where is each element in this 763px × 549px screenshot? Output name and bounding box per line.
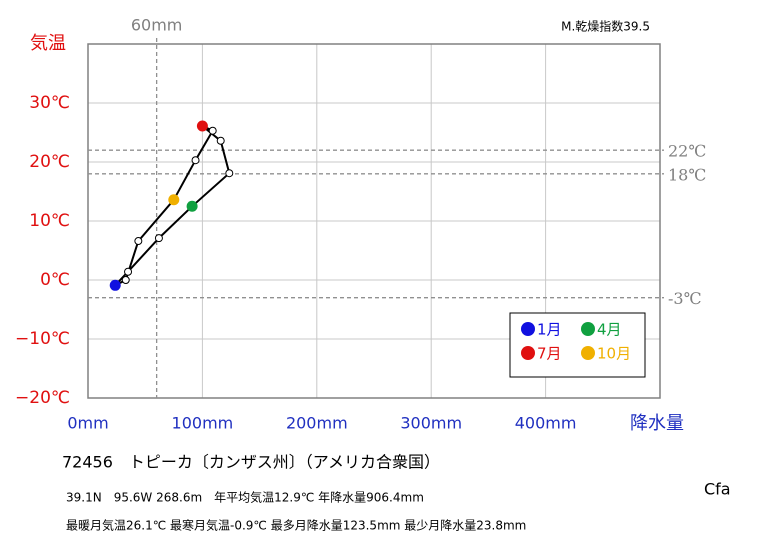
y-tick-label: 10℃ xyxy=(29,211,70,231)
y-tick-label: 0℃ xyxy=(40,270,70,290)
month-point xyxy=(191,156,200,165)
x-tick-label: 300mm xyxy=(400,414,462,433)
y-tick-label: −20℃ xyxy=(15,388,70,408)
y-axis-label: 気温 xyxy=(30,33,66,54)
legend-label: 7月 xyxy=(537,345,562,363)
y-tick-label: −10℃ xyxy=(15,329,70,349)
x-tick-label: 100mm xyxy=(172,414,234,433)
reference-label: 60mm xyxy=(131,16,183,35)
legend-label: 10月 xyxy=(597,345,631,363)
legend-marker xyxy=(581,322,595,336)
month-point xyxy=(186,200,198,212)
station-name: 72456 トピーカ〔カンザス州〕（アメリカ合衆国） xyxy=(62,453,440,472)
month-point xyxy=(134,237,143,246)
legend-label: 1月 xyxy=(537,321,562,339)
info-line: 最暖月気温26.1℃ 最寒月気温-0.9℃ 最多月降水量123.5mm 最少月降… xyxy=(66,518,526,533)
x-tick-label: 0mm xyxy=(67,414,108,433)
month-point xyxy=(109,279,121,291)
legend-marker xyxy=(521,346,535,360)
dryness-index: M.乾燥指数39.5 xyxy=(561,19,650,34)
month-point xyxy=(168,194,180,206)
month-point xyxy=(216,136,225,145)
month-point xyxy=(124,267,133,276)
month-point xyxy=(225,169,234,178)
x-tick-label: 200mm xyxy=(286,414,348,433)
climate-class: Cfa xyxy=(704,480,731,499)
x-axis-label: 降水量 xyxy=(630,413,684,434)
month-point xyxy=(196,120,208,132)
y-tick-label: 30℃ xyxy=(29,93,70,113)
reference-label: -3℃ xyxy=(668,289,701,308)
x-tick-label: 400mm xyxy=(515,414,577,433)
legend-label: 4月 xyxy=(597,321,622,339)
info-line: 39.1N 95.6W 268.6m 年平均気温12.9℃ 年降水量906.4m… xyxy=(66,490,424,505)
month-point xyxy=(121,276,130,284)
y-tick-label: 20℃ xyxy=(29,152,70,172)
month-point xyxy=(208,126,217,135)
plot-frame xyxy=(87,43,661,399)
month-point xyxy=(154,234,163,243)
reference-label: 18℃ xyxy=(668,165,706,184)
legend-marker xyxy=(521,322,535,336)
legend-marker xyxy=(581,346,595,360)
reference-label: 22℃ xyxy=(668,142,706,161)
